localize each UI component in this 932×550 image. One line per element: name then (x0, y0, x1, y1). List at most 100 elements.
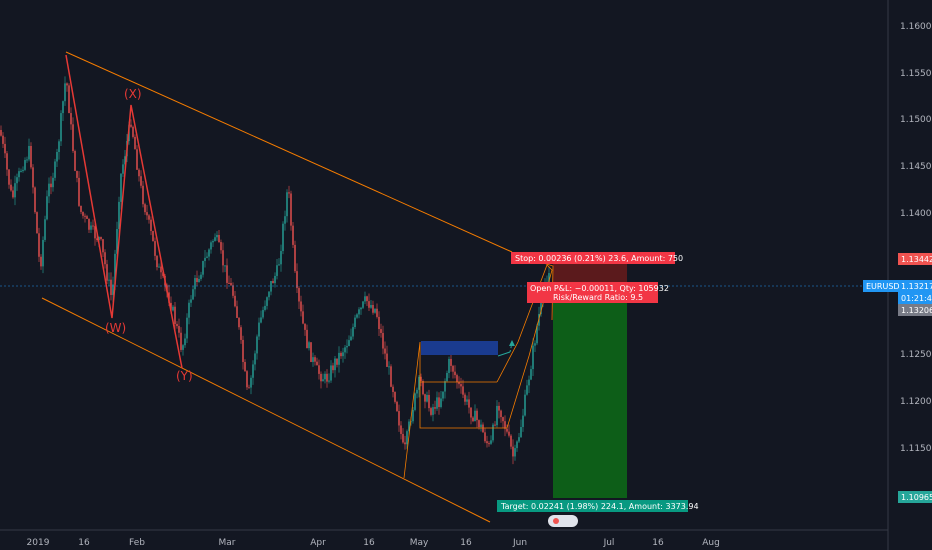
price-tags: 1.13442 1.13217 01:21:41 1.13206 1.10965 EURU… (863, 253, 932, 503)
candle-body (414, 393, 416, 410)
candle-body (420, 376, 422, 381)
candle-body (100, 237, 102, 240)
candle-body (388, 366, 390, 368)
candle-body (312, 357, 314, 362)
channel-upper-line[interactable] (65, 51, 513, 253)
candle-body (356, 314, 358, 318)
candle-body (52, 177, 54, 188)
candle-body (62, 101, 64, 114)
price-tick-label: 1.15000 (900, 115, 932, 125)
candle-body (318, 365, 320, 374)
candle-body (120, 173, 122, 202)
stop-zone[interactable] (553, 264, 627, 286)
candle-body (242, 339, 244, 362)
candle-body (422, 380, 424, 395)
candle-body (152, 231, 154, 242)
target-zone[interactable] (553, 286, 627, 498)
candle-body (444, 381, 446, 392)
candle-body (296, 271, 298, 289)
candle-body (376, 308, 378, 317)
candle-body (428, 394, 430, 409)
candle-body (380, 329, 382, 333)
candle-body (450, 358, 452, 366)
stop-level-text: 1.13442 (901, 255, 932, 264)
entry-level-text: 1.13206 (901, 306, 932, 315)
candle-body (314, 357, 316, 362)
candle-body (4, 143, 6, 154)
candle-body (482, 424, 484, 433)
stop-info-text: Stop: 0.00236 (0.21%) 23.6, Amount: 750 (515, 254, 683, 263)
channel-lower-line[interactable] (41, 297, 491, 523)
candle-body (220, 242, 222, 251)
time-tick-label: 16 (78, 538, 90, 548)
candle-body (180, 332, 182, 350)
candle-body (178, 326, 180, 333)
candle-body (436, 397, 438, 409)
candle-body (362, 301, 364, 308)
candle-body (416, 389, 418, 394)
symbol-text: EURUSD (866, 282, 900, 291)
candle-body (234, 295, 236, 307)
candle-body (270, 280, 272, 292)
time-tick-label: 16 (460, 538, 472, 548)
candle-body (330, 365, 332, 381)
candle-body (92, 225, 94, 227)
candle-body (66, 83, 68, 86)
wave-label-x: (X) (124, 87, 142, 101)
candle-body (102, 239, 104, 253)
candle-body (464, 394, 466, 402)
candle-body (134, 136, 136, 150)
candle-body (162, 272, 164, 276)
open-pl-text: Open P&L: −0.00011, Qty: 105932 (530, 284, 669, 293)
candle-body (392, 386, 394, 393)
candle-body (228, 282, 230, 284)
time-tick-label: Apr (310, 538, 326, 548)
candle-body (216, 235, 218, 238)
candle-body (204, 257, 206, 262)
candle-body (506, 428, 508, 432)
time-axis[interactable]: 2019 16 Feb Mar Apr 16 May 16 Jun Jul 16 Aug (27, 538, 720, 548)
candle-body (300, 301, 302, 312)
price-tick-label: 1.12000 (900, 397, 932, 407)
candle-body (138, 169, 140, 177)
candle-body (490, 440, 492, 444)
candle-body (202, 261, 204, 275)
candle-body (278, 264, 280, 266)
wave-zigzag[interactable] (65, 54, 183, 369)
candle-body (148, 215, 150, 220)
pl-info-box[interactable] (527, 282, 658, 303)
candle-body (274, 275, 276, 284)
candle-body (246, 371, 248, 388)
candle-body (106, 264, 108, 281)
candle-body (292, 225, 294, 245)
candle-body (366, 296, 368, 302)
candle-body (44, 219, 46, 240)
candle-body (520, 427, 522, 438)
candle-body (452, 365, 454, 372)
supply-zone[interactable] (421, 341, 498, 355)
stop-info-box[interactable] (511, 252, 675, 264)
event-badge[interactable] (548, 515, 578, 527)
candle-body (104, 252, 106, 265)
candle-body (530, 369, 532, 380)
pattern-lines-left[interactable] (403, 341, 507, 479)
candle-body (170, 302, 172, 311)
pattern-lines-right[interactable] (496, 264, 553, 429)
candle-body (222, 250, 224, 266)
countdown-tag (898, 292, 932, 304)
time-tick-label: Mar (219, 538, 236, 548)
candle-body (188, 302, 190, 318)
candle-body (260, 317, 262, 323)
candle-body (548, 273, 550, 283)
candle-body (184, 338, 186, 346)
candle-body (0, 130, 2, 136)
candle-body (2, 135, 4, 144)
candle-body (498, 405, 500, 411)
candle-body (244, 361, 246, 372)
candle-body (350, 336, 352, 341)
candle-body (508, 431, 510, 436)
target-info-box[interactable] (497, 500, 688, 512)
candle-body (32, 167, 34, 188)
